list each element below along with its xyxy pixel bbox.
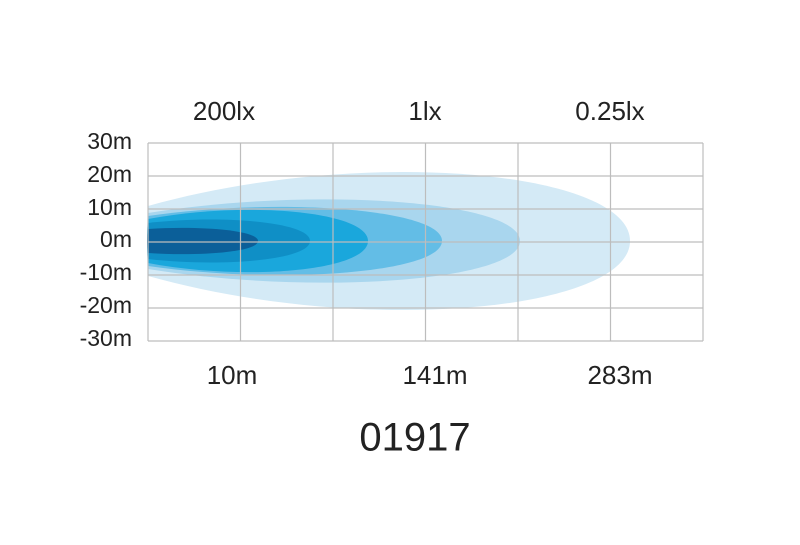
- width-label: 10m: [87, 194, 132, 220]
- lux-label: 0.25lx: [575, 96, 644, 126]
- lux-label: 200lx: [193, 96, 255, 126]
- beam-zone: [147, 227, 258, 255]
- distance-label: 141m: [402, 360, 467, 390]
- grid: [147, 142, 704, 342]
- model-number: 01917: [359, 416, 470, 460]
- width-label: 30m: [87, 128, 132, 154]
- width-label: -20m: [80, 292, 132, 318]
- lux-label: 1lx: [408, 96, 441, 126]
- distance-label: 10m: [207, 360, 258, 390]
- width-label: 20m: [87, 161, 132, 187]
- width-label: -10m: [80, 259, 132, 285]
- width-label: -30m: [80, 325, 132, 351]
- distance-label: 283m: [587, 360, 652, 390]
- width-label: 0m: [100, 226, 132, 252]
- beam-pattern: [147, 172, 630, 310]
